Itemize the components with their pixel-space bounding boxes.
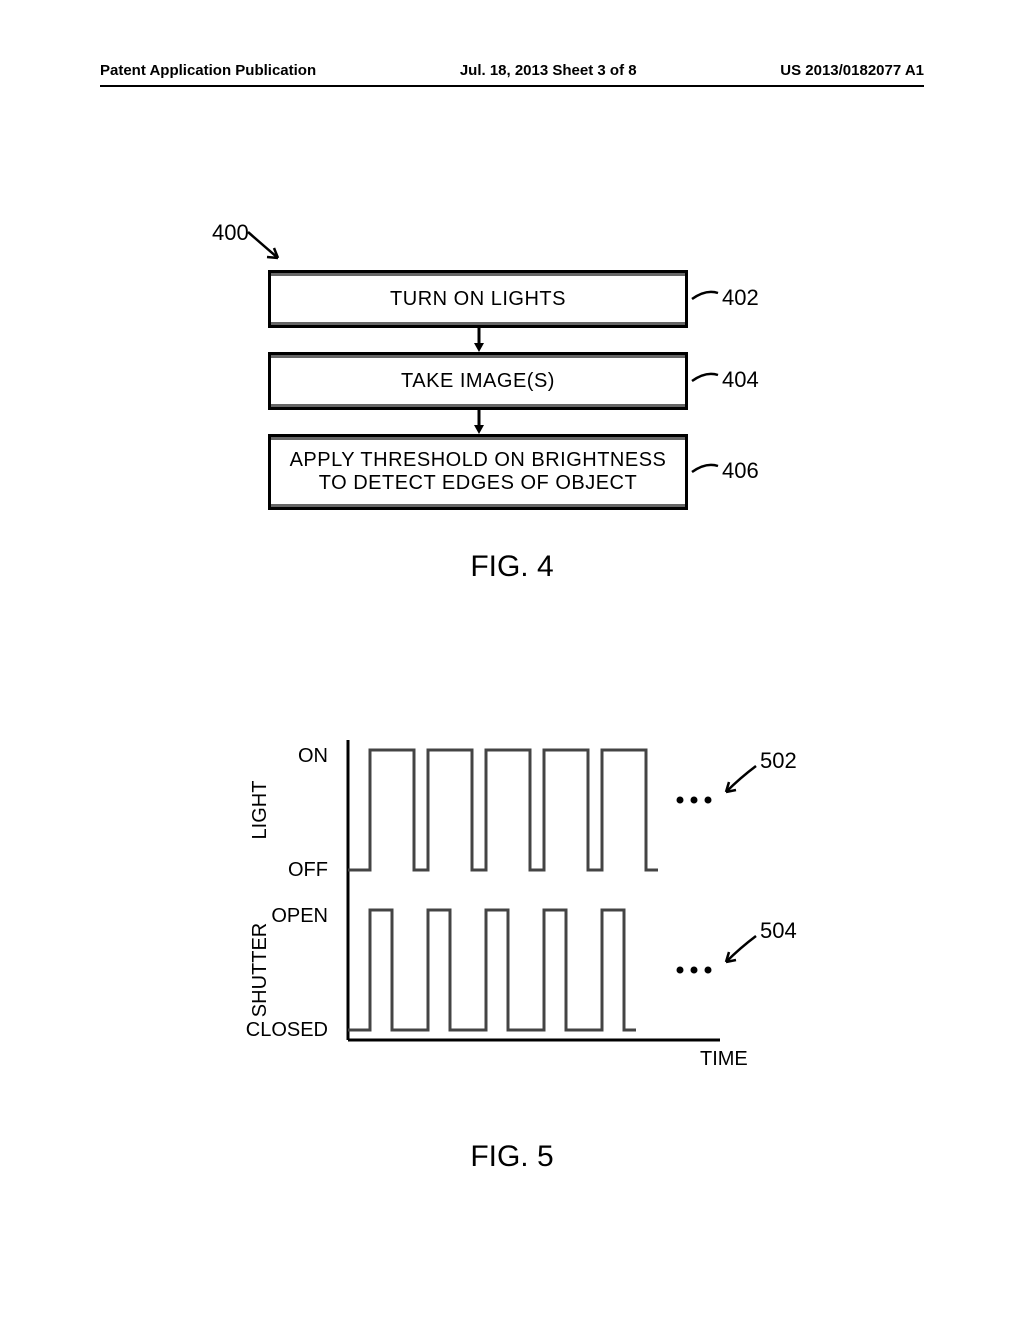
svg-text:TIME: TIME	[700, 1048, 748, 1070]
flow-box-0: TURN ON LIGHTS	[268, 270, 688, 328]
flow-box-1: TAKE IMAGE(S)	[268, 352, 688, 410]
header-rule	[100, 85, 924, 87]
page-header: Patent Application Publication Jul. 18, …	[0, 62, 1024, 87]
flow-ref-404: 404	[722, 367, 759, 393]
svg-text:ON: ON	[298, 745, 328, 767]
header-left: Patent Application Publication	[100, 62, 316, 79]
header-row: Patent Application Publication Jul. 18, …	[100, 62, 924, 79]
header-right: US 2013/0182077 A1	[780, 62, 924, 79]
svg-text:OPEN: OPEN	[271, 905, 328, 927]
svg-text:502: 502	[760, 748, 797, 773]
svg-text:SHUTTER: SHUTTER	[249, 923, 271, 1017]
svg-text:LIGHT: LIGHT	[249, 781, 271, 840]
fig4-ref-400: 400	[212, 220, 249, 246]
flow-arrow-1	[472, 410, 486, 434]
flow-ref-402: 402	[722, 285, 759, 311]
svg-text:504: 504	[760, 918, 797, 943]
timing-diagram: TIME ON OFF LIGHT 502 OPEN CLOSEDSHUTTER 504	[240, 720, 800, 1080]
svg-text:CLOSED: CLOSED	[246, 1019, 328, 1041]
fig5-caption: FIG. 5	[0, 1140, 1024, 1174]
flow-arrow-0	[472, 328, 486, 352]
fig4-caption: FIG. 4	[0, 550, 1024, 584]
flow-box-2: APPLY THRESHOLD ON BRIGHTNESSTO DETECT E…	[268, 434, 688, 510]
flow-ref-406: 406	[722, 458, 759, 484]
header-center: Jul. 18, 2013 Sheet 3 of 8	[460, 62, 637, 79]
svg-text:OFF: OFF	[288, 859, 328, 881]
